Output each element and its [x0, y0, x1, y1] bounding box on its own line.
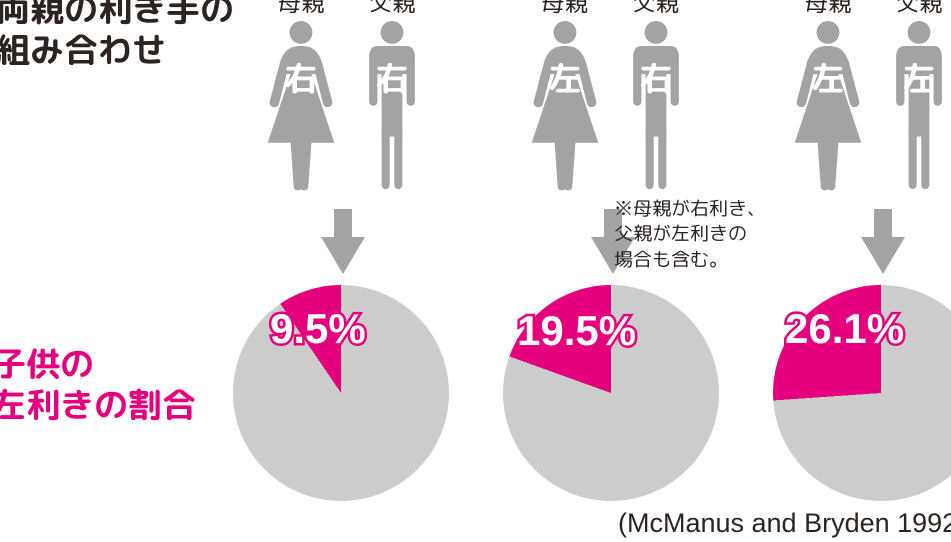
svg-text:左: 左 [902, 61, 935, 98]
svg-text:右: 右 [284, 61, 317, 98]
svg-text:右: 右 [375, 61, 408, 98]
svg-text:左: 左 [548, 61, 581, 98]
svg-text:右: 右 [639, 61, 672, 98]
svg-text:左: 左 [811, 61, 844, 98]
